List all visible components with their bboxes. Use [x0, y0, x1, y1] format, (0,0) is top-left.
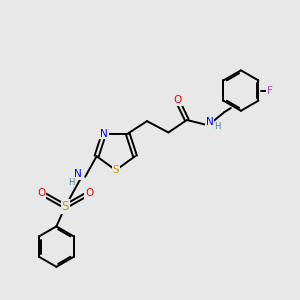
Text: S: S [112, 165, 119, 175]
Text: O: O [38, 188, 46, 198]
Text: N: N [100, 129, 108, 139]
Text: S: S [61, 200, 69, 213]
Text: H: H [68, 178, 74, 187]
Text: N: N [74, 169, 82, 179]
Text: F: F [266, 85, 272, 96]
Text: O: O [174, 95, 182, 105]
Text: N: N [206, 117, 214, 127]
Text: O: O [85, 188, 93, 198]
Text: H: H [214, 122, 220, 131]
